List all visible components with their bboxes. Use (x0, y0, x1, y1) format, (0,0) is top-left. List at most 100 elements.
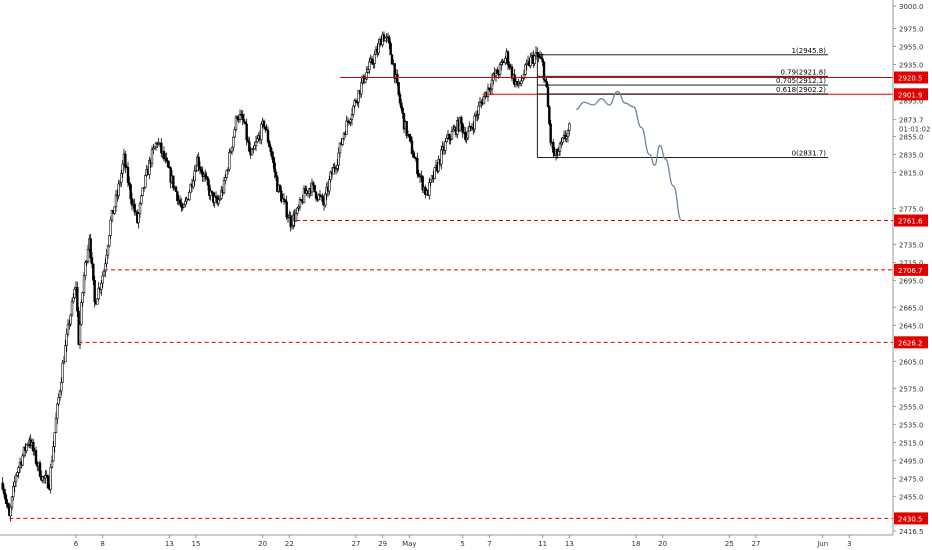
candle-body (184, 200, 187, 205)
candle-body (448, 134, 451, 140)
candle-body (360, 82, 363, 95)
candle-body (546, 86, 550, 108)
time-tick-label: 5 (460, 540, 464, 548)
candle-body (232, 136, 235, 148)
candle-body (16, 472, 19, 476)
candle-body (469, 125, 472, 129)
candle-body (44, 475, 47, 479)
candle-body (82, 275, 86, 294)
candle-body (150, 149, 154, 164)
price-tick-label: 2815.0 (899, 169, 924, 177)
candle-body (166, 160, 170, 168)
candle-body (104, 263, 107, 272)
candle-body (357, 90, 360, 103)
candle-body (4, 493, 7, 500)
candle-body (270, 151, 274, 158)
candle-body (230, 146, 234, 153)
candle-body (538, 56, 542, 58)
candle-body (524, 64, 527, 75)
candle-body (188, 191, 191, 201)
candle-body (25, 444, 28, 451)
candle-body (476, 114, 479, 116)
candle-body (285, 201, 288, 218)
candle-body (208, 184, 211, 196)
candle-body (328, 179, 331, 192)
candle-body (366, 69, 370, 73)
candle-body (172, 175, 175, 189)
candle-body (64, 345, 67, 363)
candle-body (217, 199, 220, 204)
candle-body (97, 287, 100, 300)
price-tick-label: 2855.0 (899, 133, 924, 141)
candle-body (393, 63, 396, 79)
candle-body (204, 174, 207, 177)
candle-body (510, 66, 514, 79)
candle-body (229, 151, 232, 154)
time-tick-label: 20 (658, 540, 667, 548)
candle-body (234, 116, 238, 130)
time-tick-label: 22 (285, 540, 294, 548)
candle-body (440, 149, 443, 165)
candle-body (342, 133, 346, 139)
candle-body (113, 206, 116, 214)
price-tick-label: 2515.0 (899, 439, 924, 447)
candle-body (114, 194, 118, 208)
candle-body (117, 183, 120, 197)
price-tick-label: 2416.5 (899, 528, 924, 536)
candle-body (500, 62, 503, 65)
candle-body (52, 446, 55, 462)
time-axis[interactable]: 6 8 13 15 20 22 27 29 May 5 7 11 13 18 20 25 27 Jun 3 (74, 535, 852, 548)
candle-body (429, 179, 432, 183)
price-label-text: 2706.7 (898, 267, 923, 275)
projection-path (575, 90, 682, 221)
candle-body (222, 180, 226, 193)
price-axis[interactable]: 3000.0 2975.0 2955.0 2935.0 2895.0 2873.7 2855… (893, 3, 930, 536)
price-tick-label: 2475.0 (899, 475, 924, 483)
candle-body (54, 417, 58, 433)
candle-body (162, 151, 166, 160)
candle-body (89, 238, 92, 258)
candle-body (466, 130, 470, 139)
candle-body (461, 123, 464, 133)
candle-body (160, 142, 163, 154)
price-tick-label: 2895.0 (899, 97, 924, 105)
candle-body (433, 167, 436, 179)
candle-body (278, 184, 282, 192)
candle-body (541, 58, 544, 63)
candle-body (189, 183, 192, 193)
price-tick-label: 2575.0 (899, 385, 924, 393)
price-label-text: 2430.5 (898, 515, 923, 523)
time-tick-label: 8 (100, 540, 104, 548)
candle-body (182, 204, 186, 208)
candle-body (12, 486, 15, 498)
candle-body (106, 245, 110, 256)
candle-body (280, 190, 283, 202)
candle-body (137, 213, 140, 224)
candle-body (92, 263, 95, 281)
price-tick-label: 2645.0 (899, 322, 924, 330)
candle-body (418, 175, 422, 178)
candle-body (521, 78, 524, 82)
candle-body (566, 130, 570, 137)
price-label-badge (894, 336, 928, 349)
candle-body (180, 203, 183, 208)
candle-body (336, 164, 339, 169)
candle-body (449, 138, 452, 141)
candle-body (492, 73, 495, 81)
candle-body (313, 184, 316, 193)
candle-body (269, 146, 272, 152)
candle-body (294, 212, 298, 222)
fib-level-label: 0.618(2902.2) (776, 86, 826, 94)
candle-body (354, 100, 358, 103)
candle-body (324, 193, 327, 206)
candle-body (416, 158, 419, 175)
candle-body (85, 261, 88, 263)
candle-body (86, 249, 90, 262)
candle-body (165, 157, 168, 162)
candle-body (256, 138, 259, 143)
price-tick-label: 2665.0 (899, 304, 924, 312)
candle-body (174, 186, 178, 192)
candle-body (398, 94, 402, 104)
candle-body (96, 298, 99, 305)
